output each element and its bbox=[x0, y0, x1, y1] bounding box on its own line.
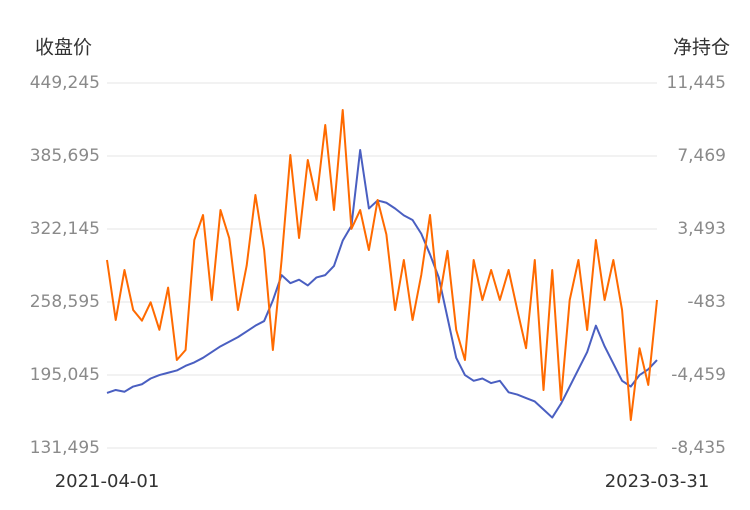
y2-axis-title: 净持仓 bbox=[673, 37, 730, 59]
y2-tick-label: -483 bbox=[687, 292, 726, 312]
y-tick-label: 258,595 bbox=[30, 292, 100, 312]
y2-tick-label: 7,469 bbox=[677, 146, 726, 166]
y2-tick-label: 3,493 bbox=[677, 219, 726, 239]
x-tick-label: 2023-03-31 bbox=[605, 471, 710, 492]
y2-tick-label: -8,435 bbox=[671, 438, 726, 458]
x-tick-label: 2021-04-01 bbox=[55, 471, 160, 492]
y-tick-label: 131,495 bbox=[30, 438, 100, 458]
series-line bbox=[106, 149, 658, 419]
y2-tick-label: 11,445 bbox=[667, 73, 726, 93]
y-tick-label: 449,245 bbox=[30, 73, 100, 93]
y-axis-title: 收盘价 bbox=[35, 37, 92, 59]
y2-tick-label: -4,459 bbox=[671, 365, 726, 385]
y-tick-label: 385,695 bbox=[30, 146, 100, 166]
series-line bbox=[106, 109, 658, 422]
y-tick-label: 195,045 bbox=[30, 365, 100, 385]
y-tick-label: 322,145 bbox=[30, 219, 100, 239]
